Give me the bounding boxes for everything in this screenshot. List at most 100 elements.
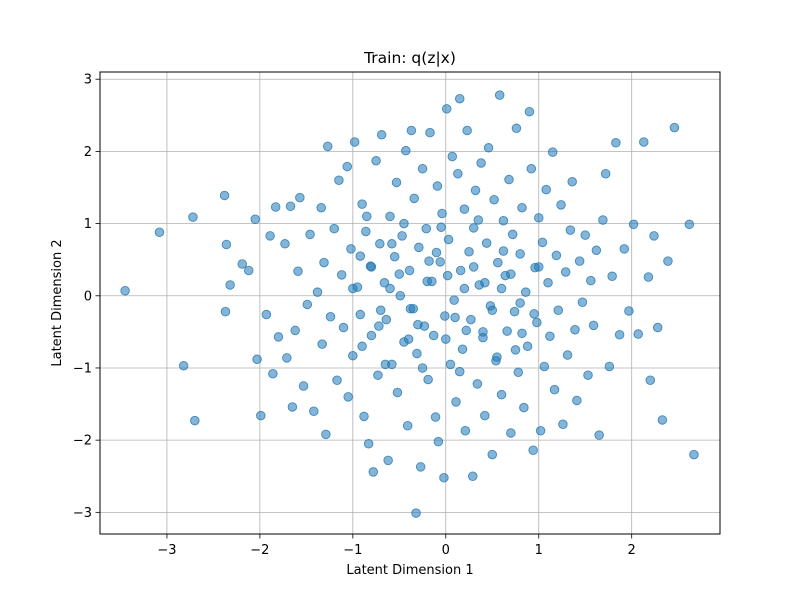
scatter-point bbox=[468, 262, 479, 272]
scatter-point bbox=[436, 222, 446, 232]
scatter-point bbox=[442, 270, 453, 281]
scatter-point bbox=[406, 125, 417, 136]
y-tick-label: 2 bbox=[84, 145, 92, 160]
scatter-point bbox=[287, 402, 298, 412]
scatter-point bbox=[385, 211, 395, 222]
x-tick-label: 1 bbox=[535, 543, 543, 558]
scatter-point bbox=[649, 231, 659, 241]
scatter-point bbox=[528, 445, 538, 456]
scatter-point bbox=[430, 412, 441, 422]
scatter-point bbox=[570, 324, 580, 335]
scatter-point bbox=[404, 265, 415, 276]
scatter-point bbox=[413, 319, 423, 330]
scatter-point bbox=[600, 169, 611, 179]
scatter-point bbox=[447, 151, 458, 162]
scatter-point bbox=[558, 419, 568, 430]
scatter-point bbox=[529, 309, 539, 319]
scatter-point bbox=[628, 219, 639, 230]
scatter-point bbox=[120, 285, 130, 296]
scatter-point bbox=[515, 249, 525, 259]
scatter-point bbox=[467, 471, 478, 482]
scatter-point bbox=[423, 374, 433, 385]
scatter-point bbox=[178, 361, 189, 371]
scatter-point bbox=[383, 455, 393, 466]
scatter-point bbox=[381, 314, 392, 325]
scatter-point bbox=[466, 314, 476, 325]
scatter-point bbox=[551, 250, 562, 261]
scatter-point bbox=[509, 306, 520, 317]
scatter-point bbox=[487, 449, 498, 460]
scatter-point bbox=[366, 262, 377, 272]
scatter-point bbox=[684, 219, 695, 230]
scatter-point bbox=[357, 199, 367, 209]
scatter-point bbox=[295, 192, 305, 203]
scatter-point bbox=[586, 275, 596, 286]
scatter-point bbox=[375, 305, 386, 315]
scatter-point bbox=[574, 256, 585, 266]
scatter-point bbox=[441, 104, 452, 114]
scatter-point bbox=[250, 214, 260, 225]
scatter-point bbox=[455, 265, 466, 276]
grid-lines bbox=[100, 72, 720, 534]
scatter-point bbox=[645, 375, 656, 385]
scatter-point bbox=[422, 276, 432, 287]
scatter-point bbox=[405, 304, 416, 314]
scatter-point bbox=[480, 410, 490, 421]
scatter-point bbox=[556, 200, 566, 210]
scatter-point bbox=[519, 402, 529, 413]
scatter-point bbox=[373, 370, 383, 380]
scatter-point bbox=[489, 195, 499, 205]
y-tick-label: −1 bbox=[73, 361, 92, 376]
scatter-point bbox=[643, 272, 654, 282]
scatter-point bbox=[376, 130, 387, 140]
scatter-point bbox=[428, 330, 439, 341]
scatter-point bbox=[511, 123, 522, 134]
scatter-point bbox=[577, 297, 588, 308]
scatter-point bbox=[431, 247, 442, 258]
scatter-point bbox=[332, 375, 342, 385]
scatter-point bbox=[348, 283, 358, 294]
scatter-point bbox=[312, 287, 323, 297]
scatter-point bbox=[543, 278, 553, 288]
scatter-point bbox=[545, 331, 555, 341]
scatter-point bbox=[515, 298, 525, 308]
scatter-point bbox=[553, 305, 564, 315]
scatter-point bbox=[302, 299, 313, 310]
scatter-point bbox=[537, 237, 548, 248]
scatter-point bbox=[342, 161, 353, 172]
scatter-point bbox=[498, 215, 509, 226]
scatter-point bbox=[322, 141, 333, 152]
x-axis-ticks: −3 −2 −1 0 1 2 bbox=[157, 534, 636, 558]
scatter-point bbox=[355, 309, 366, 320]
scatter-point bbox=[359, 411, 369, 422]
scatter-point bbox=[363, 439, 374, 449]
scatter-point bbox=[591, 245, 602, 256]
scatter-point bbox=[243, 265, 254, 276]
scatter-point bbox=[412, 348, 422, 359]
scatter-point bbox=[607, 271, 617, 282]
scatter-point bbox=[433, 436, 444, 447]
scatter-point bbox=[366, 330, 377, 341]
scatter-point bbox=[464, 246, 474, 257]
scatter-point bbox=[402, 420, 413, 431]
scatter-point bbox=[392, 387, 403, 398]
scatter-point bbox=[188, 212, 198, 222]
scatter-point bbox=[567, 176, 577, 187]
scatter-point bbox=[476, 158, 486, 168]
scatter-point bbox=[334, 175, 344, 186]
scatter-point bbox=[624, 306, 634, 316]
scatter-point bbox=[639, 137, 649, 147]
scatter-point bbox=[472, 379, 483, 389]
scatter-point bbox=[357, 341, 367, 352]
scatter-point bbox=[513, 367, 524, 378]
scatter-point bbox=[368, 467, 379, 477]
y-axis-label: Latent Dimension 2 bbox=[50, 239, 65, 366]
scatter-point bbox=[371, 156, 381, 166]
scatter-point bbox=[387, 239, 397, 249]
scatter-point bbox=[421, 223, 432, 234]
scatter-point bbox=[325, 311, 336, 322]
scatter-point bbox=[451, 397, 461, 407]
y-tick-label: 3 bbox=[84, 73, 92, 88]
scatter-point bbox=[399, 218, 409, 229]
scatter-point bbox=[652, 322, 663, 333]
